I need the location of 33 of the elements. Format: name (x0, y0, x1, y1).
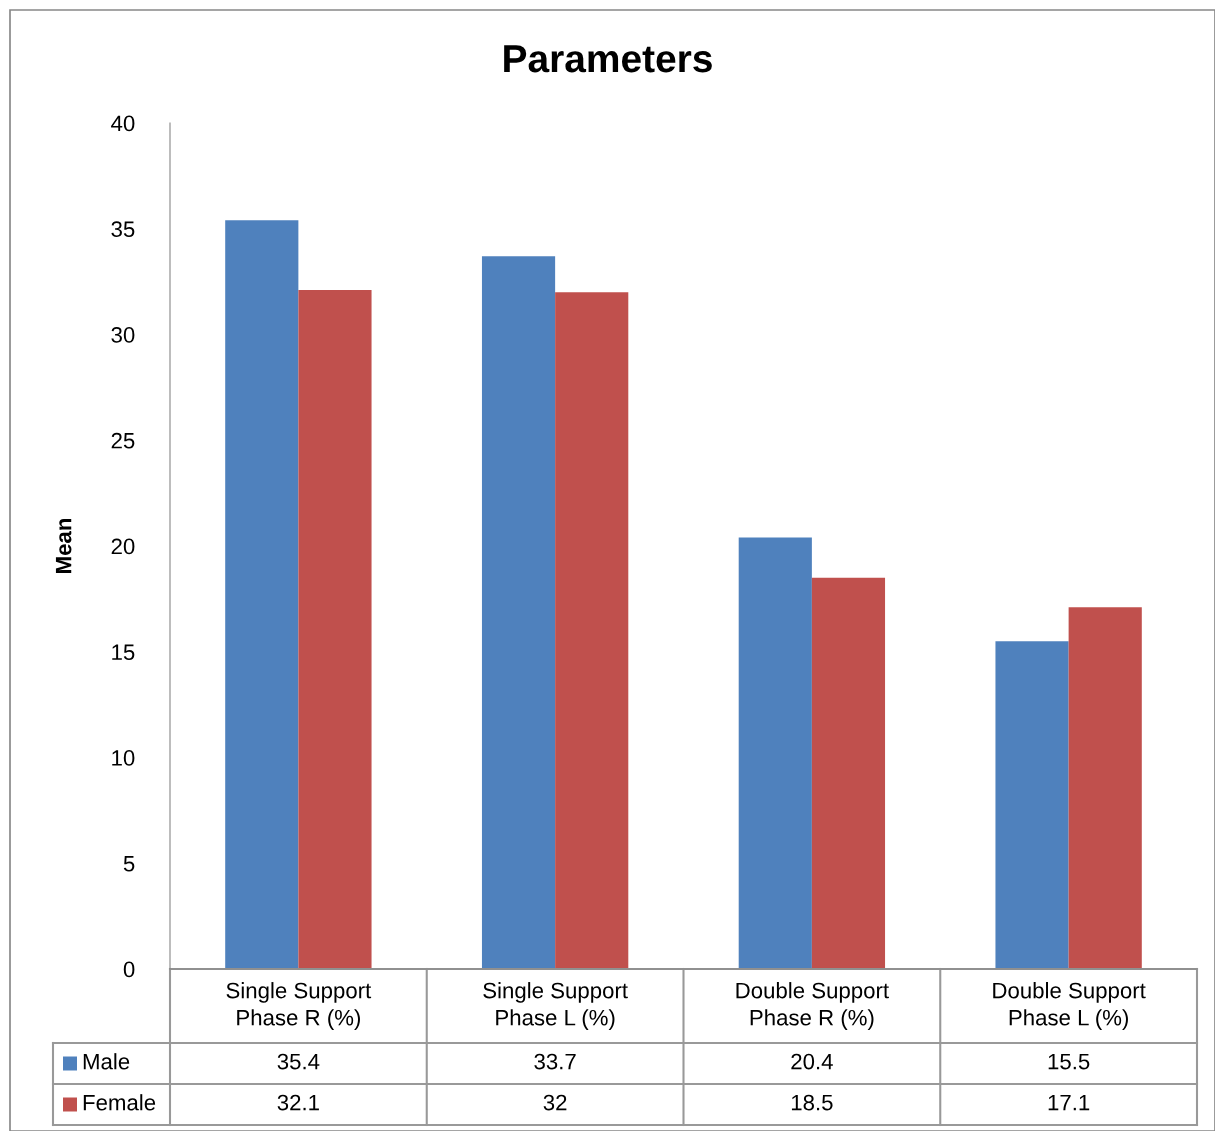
y-tick-label: 30 (111, 327, 135, 343)
y-tick-label: 0 (123, 961, 135, 978)
bar (298, 290, 372, 969)
data-label: 35.4 (277, 1053, 320, 1070)
bar (555, 292, 629, 969)
data-label: 17.1 (1048, 1094, 1090, 1111)
data-label: 20.4 (791, 1053, 833, 1070)
x-tick-label: Single Support Phase L (%) (483, 982, 628, 1030)
y-tick-label: 40 (111, 115, 135, 132)
bar (811, 577, 886, 969)
bar (738, 537, 812, 969)
data-label: 18.5 (791, 1094, 833, 1111)
y-tick-label: 10 (112, 750, 135, 766)
chart-title: Parameters (504, 45, 712, 73)
data-label: 32 (543, 1094, 567, 1111)
bar (995, 641, 1069, 969)
bar (481, 256, 556, 969)
bar (1068, 607, 1142, 969)
x-tick-label: Double Support Phase R (%) (736, 982, 889, 1030)
data-label: 33.7 (534, 1053, 576, 1070)
y-tick-label: 25 (111, 432, 135, 449)
data-label: 32.1 (277, 1094, 319, 1111)
y-tick-label: 15 (112, 644, 135, 661)
x-tick-label: Double Support Phase L (%) (993, 982, 1146, 1030)
y-tick-label: 35 (111, 221, 135, 238)
y-axis-title: Mean (55, 518, 72, 573)
y-tick-label: 20 (111, 538, 135, 555)
legend-label: Female (83, 1094, 156, 1111)
x-tick-label: Single Support Phase R (%) (226, 982, 372, 1030)
y-tick-label: 5 (123, 856, 135, 872)
legend-label: Male (83, 1053, 130, 1070)
data-label: 15.5 (1048, 1053, 1090, 1070)
bar (225, 220, 299, 969)
